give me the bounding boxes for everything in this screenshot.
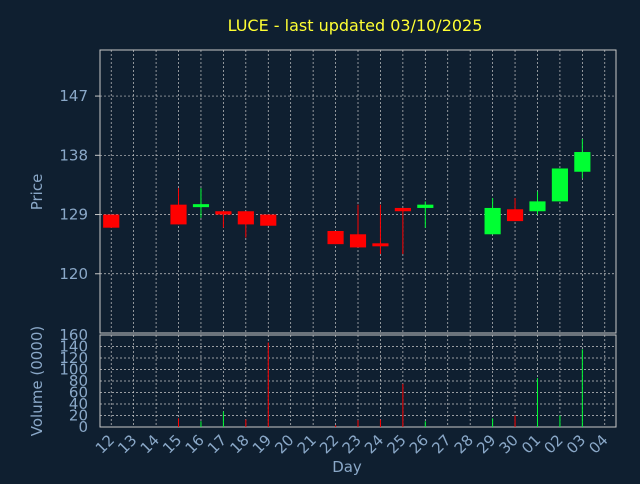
candle-body: [170, 204, 187, 225]
x-axis: 1213141516171819202122232425262728293001…: [92, 431, 612, 457]
candle-body: [327, 230, 344, 245]
volume-tick-label: 140: [59, 338, 88, 356]
candle-body: [215, 211, 232, 215]
candle-body: [551, 168, 568, 202]
candle-body: [574, 152, 591, 172]
candle-body: [237, 211, 254, 225]
candle-body: [529, 201, 546, 212]
volume-tick-label: 80: [69, 372, 88, 390]
volume-axis-label: Volume (0000): [28, 326, 46, 436]
candle-body: [192, 204, 210, 208]
price-tick-label: 138: [59, 146, 88, 164]
volume-tick-label: 20: [69, 407, 88, 425]
price-panel: 120 129 138 147: [59, 49, 617, 334]
price-axis-label: Price: [28, 174, 46, 211]
chart-title: LUCE - last updated 03/10/2025: [228, 16, 483, 35]
candle-body: [260, 214, 277, 226]
volume-tick-label: 0: [78, 418, 88, 436]
volume-tick-label: 160: [59, 326, 88, 344]
x-axis-label: Day: [332, 458, 362, 476]
candle-body: [349, 234, 367, 248]
volume-tick-label: 60: [69, 384, 88, 402]
candle-body: [484, 207, 501, 235]
candle-body: [506, 209, 524, 222]
volume-tick-label: 120: [59, 349, 88, 367]
volume-tick-label: 40: [69, 395, 88, 413]
volume-tick-label: 100: [59, 361, 88, 379]
x-tick-label: 04: [585, 431, 611, 457]
candle-body: [417, 204, 434, 208]
candle-body: [394, 207, 411, 212]
price-tick-label: 120: [59, 265, 88, 283]
candle-body: [103, 214, 120, 228]
candle-body: [372, 243, 389, 247]
price-tick-label: 129: [59, 206, 88, 224]
price-tick-label: 147: [59, 87, 88, 105]
